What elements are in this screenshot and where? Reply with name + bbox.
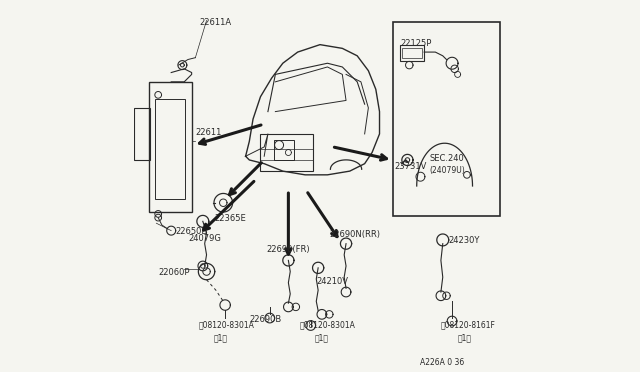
Text: 24079G: 24079G xyxy=(188,234,221,243)
Bar xyxy=(400,45,424,61)
Text: 22365E: 22365E xyxy=(214,214,246,223)
Text: (24079U): (24079U) xyxy=(429,166,465,174)
Text: Ⓑ08120-8161F: Ⓑ08120-8161F xyxy=(441,321,496,330)
Bar xyxy=(260,134,312,171)
Text: 22125P: 22125P xyxy=(400,39,431,48)
Text: （1）: （1） xyxy=(314,333,328,342)
Bar xyxy=(402,48,422,58)
Text: 22690N(RR): 22690N(RR) xyxy=(330,230,380,239)
Text: Ⓑ08120-8301A: Ⓑ08120-8301A xyxy=(199,321,255,330)
Text: （1）: （1） xyxy=(214,333,228,342)
Bar xyxy=(149,82,191,212)
Bar xyxy=(155,99,186,199)
Text: 22060P: 22060P xyxy=(158,268,189,277)
Text: SEC.240: SEC.240 xyxy=(429,154,465,163)
Text: 22611A: 22611A xyxy=(199,18,231,27)
Bar xyxy=(134,108,150,160)
Text: （1）: （1） xyxy=(458,333,472,342)
Text: 24230Y: 24230Y xyxy=(449,236,480,245)
Text: 24210V: 24210V xyxy=(316,277,348,286)
Text: Ⓑ08120-8301A: Ⓑ08120-8301A xyxy=(300,321,355,330)
Text: 22690B: 22690B xyxy=(250,315,282,324)
Bar xyxy=(273,140,294,160)
Text: A226A 0 36: A226A 0 36 xyxy=(420,358,465,367)
Text: 22611: 22611 xyxy=(195,128,221,137)
Text: 22690(FR): 22690(FR) xyxy=(266,245,310,254)
Bar xyxy=(392,22,500,216)
Text: 22650B: 22650B xyxy=(175,227,207,236)
Text: 23731V: 23731V xyxy=(394,162,427,171)
